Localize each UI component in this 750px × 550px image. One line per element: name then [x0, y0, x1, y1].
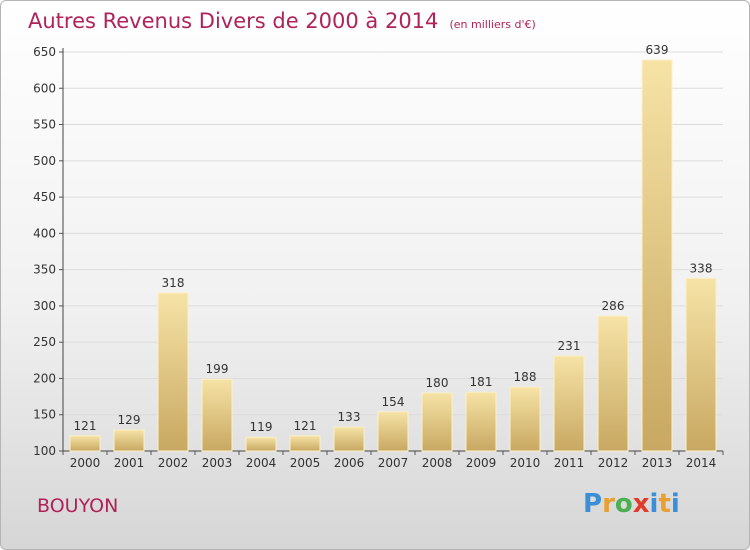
- x-tick-label: 2004: [246, 456, 277, 470]
- bar-2011: [553, 355, 585, 452]
- y-tick-label: 650: [33, 45, 56, 59]
- bar-2002: [157, 292, 189, 452]
- x-tick-label: 2002: [158, 456, 189, 470]
- bars: [69, 59, 717, 452]
- bar-value-label: 129: [118, 413, 141, 427]
- y-tick-label: 400: [33, 226, 56, 240]
- y-tick-label: 550: [33, 118, 56, 132]
- x-tick-label: 2008: [422, 456, 453, 470]
- bar-value-label: 121: [294, 419, 317, 433]
- y-tick-label: 500: [33, 154, 56, 168]
- place-name: BOUYON: [37, 495, 119, 517]
- y-tick-label: 150: [33, 408, 56, 422]
- proxiti-logo: Proxiti: [583, 489, 680, 519]
- chart-unit: (en milliers d'€): [449, 18, 536, 31]
- bar-2014: [685, 277, 717, 452]
- y-tick-label: 450: [33, 190, 56, 204]
- bar-2010: [509, 386, 541, 452]
- bar-value-label: 133: [338, 410, 361, 424]
- bar-value-label: 121: [74, 419, 97, 433]
- bar-value-label: 180: [426, 376, 449, 390]
- y-tick-label: 200: [33, 371, 56, 385]
- bar-2000: [69, 435, 101, 452]
- bar-2008: [421, 392, 453, 452]
- bar-value-label: 199: [206, 362, 229, 376]
- chart-title-block: Autres Revenus Divers de 2000 à 2014 (en…: [28, 9, 536, 33]
- x-tick-label: 2001: [114, 456, 145, 470]
- chart-title: Autres Revenus Divers de 2000 à 2014: [28, 9, 439, 33]
- x-tick-label: 2000: [70, 456, 101, 470]
- bar-2006: [333, 426, 365, 452]
- bar-2007: [377, 411, 409, 452]
- x-tick-label: 2011: [554, 456, 585, 470]
- y-tick-label: 600: [33, 81, 56, 95]
- bar-2001: [113, 429, 145, 452]
- x-tick-label: 2005: [290, 456, 321, 470]
- x-tick-label: 2012: [598, 456, 629, 470]
- bar-value-label: 231: [558, 339, 581, 353]
- bar-2012: [597, 315, 629, 452]
- bar-2003: [201, 378, 233, 452]
- x-tick-label: 2010: [510, 456, 541, 470]
- bar-value-label: 154: [382, 395, 405, 409]
- bar-value-label: 338: [690, 261, 713, 275]
- x-tick-label: 2009: [466, 456, 497, 470]
- y-tick-label: 100: [33, 444, 56, 458]
- x-tick-label: 2006: [334, 456, 365, 470]
- bar-value-label: 318: [162, 276, 185, 290]
- bar-2004: [245, 436, 277, 452]
- bar-value-label: 639: [646, 43, 669, 57]
- y-tick-label: 350: [33, 263, 56, 277]
- y-tick-label: 250: [33, 335, 56, 349]
- bar-2005: [289, 435, 321, 452]
- bar-2009: [465, 391, 497, 452]
- x-tick-label: 2013: [642, 456, 673, 470]
- x-tick-label: 2014: [686, 456, 717, 470]
- bar-2013: [641, 59, 673, 452]
- x-tick-label: 2007: [378, 456, 409, 470]
- y-tick-label: 300: [33, 299, 56, 313]
- bar-value-label: 119: [250, 420, 273, 434]
- bar-value-label: 188: [514, 370, 537, 384]
- bar-value-label: 286: [602, 299, 625, 313]
- bar-value-label: 181: [470, 375, 493, 389]
- x-tick-label: 2003: [202, 456, 233, 470]
- labels: 100 150 200 250 300 350 400 450 500 550 600 650 121 2…: [33, 43, 716, 470]
